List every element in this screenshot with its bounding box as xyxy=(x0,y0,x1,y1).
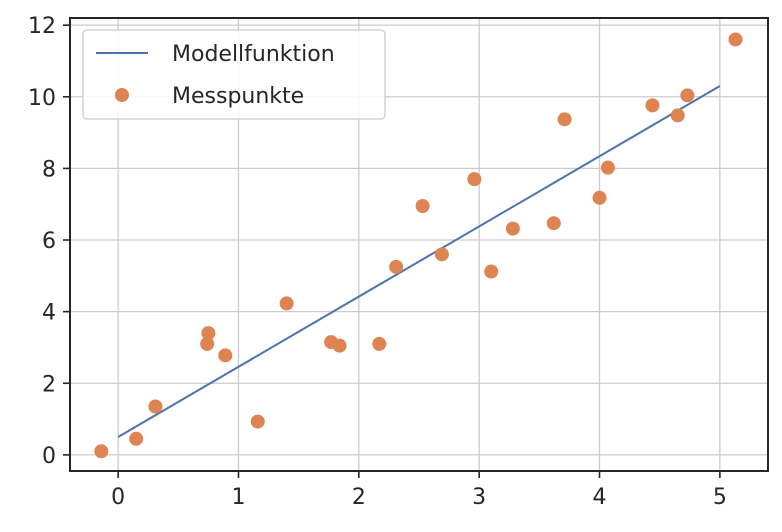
measurement-point xyxy=(415,199,430,214)
legend-label-modellfunktion: Modellfunktion xyxy=(172,42,335,67)
measurement-point xyxy=(201,326,216,341)
measurement-point xyxy=(505,221,520,236)
measurement-point xyxy=(94,444,109,459)
y-tick-label: 10 xyxy=(28,86,56,111)
y-tick-label: 8 xyxy=(42,157,56,182)
y-tick-label: 4 xyxy=(42,301,56,326)
y-tick-label: 6 xyxy=(42,229,56,254)
x-tick-label: 3 xyxy=(472,485,486,510)
x-tick-label: 4 xyxy=(593,485,607,510)
measurement-point xyxy=(129,431,144,446)
legend-swatch-messpunkte xyxy=(115,88,129,102)
measurement-point xyxy=(670,108,685,123)
measurement-point xyxy=(592,190,607,205)
measurement-point xyxy=(389,259,404,274)
measurement-point xyxy=(728,32,743,47)
plot-area xyxy=(94,32,743,459)
measurement-point xyxy=(372,336,387,351)
measurement-point xyxy=(645,98,660,113)
x-tick-label: 5 xyxy=(713,485,727,510)
measurement-point xyxy=(484,264,499,279)
measurement-point xyxy=(200,336,215,351)
model-function-line xyxy=(117,85,721,438)
measurement-point xyxy=(546,216,561,231)
x-tick-label: 2 xyxy=(352,485,366,510)
y-tick-label: 2 xyxy=(42,372,56,397)
y-tick-label: 12 xyxy=(28,14,56,39)
axes-frame xyxy=(69,17,769,472)
measurement-point xyxy=(467,172,482,187)
measurement-point xyxy=(279,296,294,311)
x-tick-label: 1 xyxy=(231,485,245,510)
legend-box xyxy=(82,29,386,120)
legend: Modellfunktion Messpunkte xyxy=(82,29,386,120)
measurement-point xyxy=(600,160,615,175)
measurement-point xyxy=(434,247,449,262)
measurement-point xyxy=(332,338,347,353)
x-tick-label: 0 xyxy=(111,485,125,510)
legend-label-messpunkte: Messpunkte xyxy=(172,84,304,109)
measurement-point xyxy=(148,399,163,414)
y-tick-label: 0 xyxy=(42,444,56,469)
measurement-point xyxy=(218,348,233,363)
measurement-point xyxy=(557,112,572,127)
measurement-point xyxy=(680,88,695,103)
measurement-point xyxy=(250,414,265,429)
